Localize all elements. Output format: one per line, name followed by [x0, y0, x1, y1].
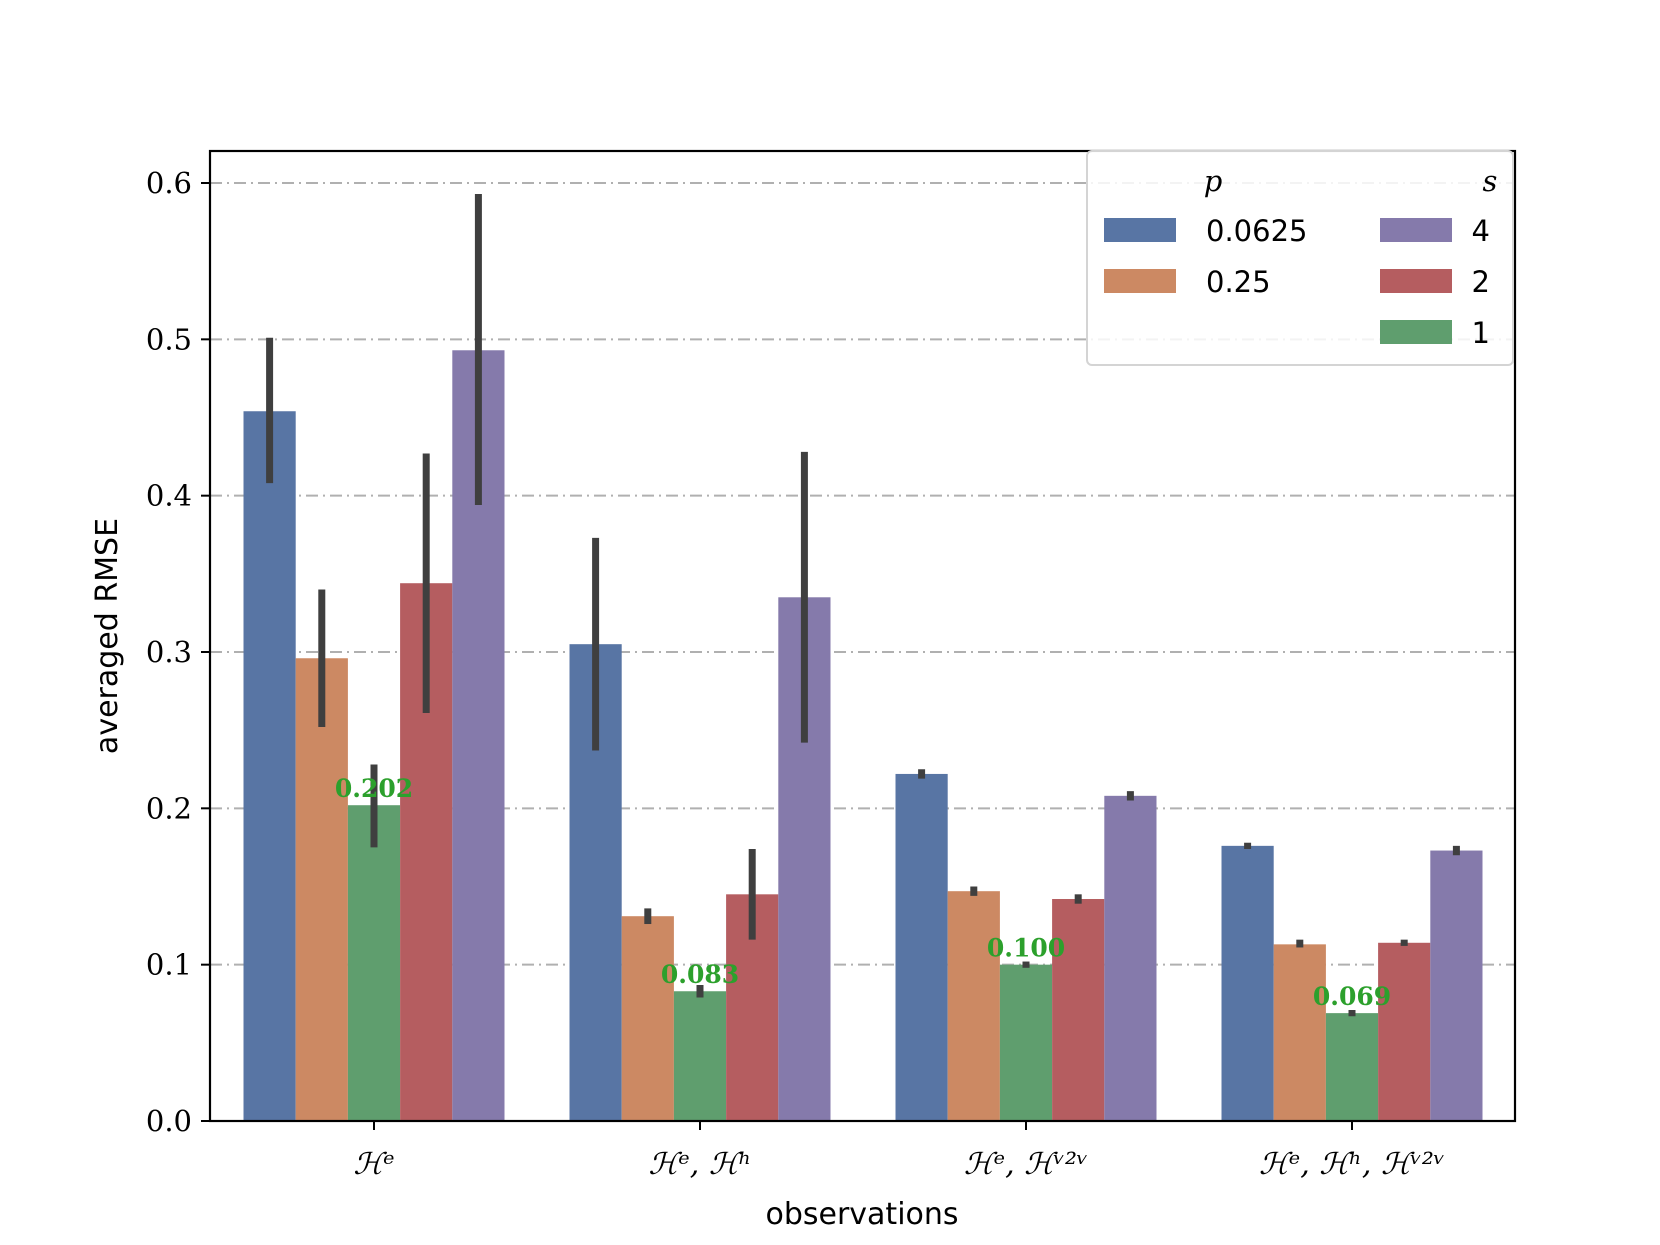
x-axis-title: observations: [765, 1197, 958, 1232]
y-axis-ticks: 0.0 0.1 0.2 0.3 0.4 0.5 0.6: [146, 166, 210, 1138]
bar: [243, 411, 296, 1121]
bar: [1221, 845, 1274, 1121]
legend-swatch: [1380, 320, 1452, 344]
bar: [1430, 850, 1483, 1121]
bar-value-label: 0.083: [661, 960, 739, 989]
y-tick-label: 0.4: [146, 479, 192, 513]
bar-value-label: 0.069: [1313, 982, 1391, 1011]
legend-swatch: [1104, 269, 1176, 293]
bar: [1052, 899, 1105, 1121]
bar: [673, 991, 727, 1121]
bar: [347, 805, 401, 1121]
bars: [243, 350, 1483, 1121]
bar: [1104, 795, 1157, 1121]
x-tick-label: ℋᵉ, ℋʰ: [649, 1147, 752, 1182]
bar-value-label: 0.202: [335, 774, 413, 803]
legend-title: p: [1204, 164, 1223, 198]
bar-annotations: 0.202 0.083 0.100 0.069: [335, 774, 1391, 1011]
bar: [895, 773, 948, 1121]
bar: [295, 658, 348, 1121]
error-bars: [266, 193, 1460, 1017]
legend-label: 1: [1472, 316, 1490, 350]
y-tick-label: 0.2: [146, 791, 192, 825]
legend-title: s: [1483, 164, 1498, 198]
x-tick-label: ℋᵉ, ℋᵛ²ᵛ: [964, 1147, 1088, 1182]
y-tick-label: 0.5: [146, 322, 192, 356]
legend-swatch: [1380, 269, 1452, 293]
bar: [999, 964, 1053, 1121]
legend-label: 0.0625: [1206, 214, 1307, 248]
legend-box: [1086, 150, 1514, 366]
y-tick-label: 0.0: [146, 1104, 192, 1138]
bar: [1378, 942, 1431, 1121]
y-tick-label: 0.3: [146, 635, 192, 669]
legend-swatch: [1380, 218, 1452, 242]
x-tick-label: ℋᵉ, ℋʰ, ℋᵛ²ᵛ: [1259, 1147, 1445, 1182]
bar: [1325, 1013, 1379, 1121]
bar: [1273, 944, 1326, 1121]
plot-frame: [208, 149, 1517, 1123]
y-axis-title: averaged RMSE: [90, 518, 125, 754]
bar-value-label: 0.100: [987, 934, 1065, 963]
legend-swatch: [1104, 218, 1176, 242]
bar: [621, 916, 674, 1121]
bar: [947, 891, 1000, 1121]
legend-label: 4: [1472, 214, 1490, 248]
legend: p 0.0625 0.25 s 4 2 1: [1086, 150, 1514, 366]
x-tick-label: ℋᵉ: [353, 1147, 394, 1182]
x-axis-ticks: ℋᵉ ℋᵉ, ℋʰ ℋᵉ, ℋᵛ²ᵛ ℋᵉ, ℋʰ, ℋᵛ²ᵛ: [353, 1121, 1445, 1182]
legend-label: 2: [1472, 265, 1490, 299]
legend-label: 0.25: [1206, 265, 1271, 299]
y-tick-label: 0.1: [146, 948, 192, 982]
y-tick-label: 0.6: [146, 166, 192, 200]
